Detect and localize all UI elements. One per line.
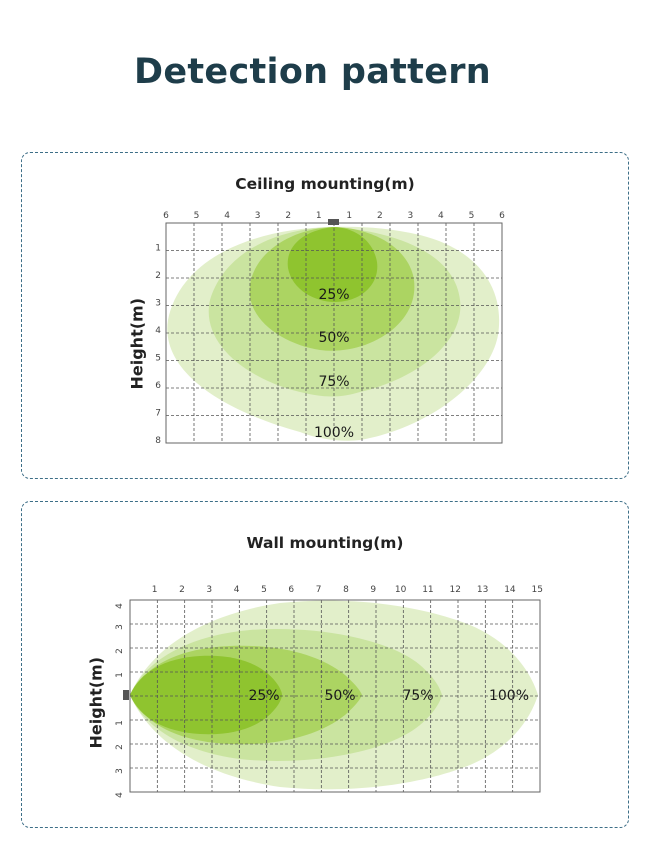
wall-sensor-icon bbox=[123, 690, 129, 700]
wall-grid bbox=[130, 600, 540, 792]
wall-x-tick-label: 13 bbox=[477, 585, 488, 595]
ceiling-zone-25 bbox=[287, 227, 378, 302]
ceiling-zone-label-25: 25% bbox=[318, 287, 349, 303]
ceiling-y-tick-label: 1 bbox=[155, 244, 161, 254]
wall-x-tick-label: 15 bbox=[532, 585, 543, 595]
ceiling-sensor-icon bbox=[328, 219, 339, 225]
wall-zone-label-25: 25% bbox=[248, 688, 279, 704]
wall-x-tick-label: 12 bbox=[450, 585, 461, 595]
ceiling-x-tick-label: 2 bbox=[285, 211, 291, 221]
ceiling-y-tick-label: 4 bbox=[155, 326, 161, 336]
wall-plot-frame bbox=[129, 599, 541, 793]
ceiling-y-tick-label: 7 bbox=[155, 409, 161, 419]
wall-y-tick-label: 4 bbox=[115, 792, 125, 798]
wall-x-tick-label: 11 bbox=[422, 585, 433, 595]
ceiling-x-tick-label: 6 bbox=[163, 211, 169, 221]
wall-zone-label-75: 75% bbox=[402, 688, 433, 704]
ceiling-x-ticks: 6 5 4 3 2 1 1 2 3 4 5 6 bbox=[163, 211, 505, 221]
ceiling-x-tick-label: 3 bbox=[407, 211, 413, 221]
ceiling-y-tick-label: 5 bbox=[155, 354, 161, 364]
wall-y-tick-label: 4 bbox=[115, 603, 125, 609]
wall-x-ticks: 1 2 3 4 5 6 7 8 9 10 11 12 13 14 15 bbox=[152, 585, 543, 595]
ceiling-x-tick-label: 4 bbox=[224, 211, 230, 221]
wall-x-tick-label: 1 bbox=[152, 585, 158, 595]
wall-x-tick-label: 7 bbox=[316, 585, 322, 595]
wall-x-tick-label: 8 bbox=[343, 585, 349, 595]
wall-x-tick-label: 6 bbox=[288, 585, 294, 595]
ceiling-x-tick-label: 1 bbox=[346, 211, 352, 221]
ceiling-mounting-panel: Ceiling mounting(m) bbox=[21, 152, 629, 479]
ceiling-zone-label-75: 75% bbox=[318, 374, 349, 390]
ceiling-y-tick-label: 3 bbox=[155, 299, 161, 309]
wall-zone-label-50: 50% bbox=[324, 688, 355, 704]
wall-y-tick-label: 2 bbox=[115, 744, 125, 750]
wall-x-tick-label: 10 bbox=[395, 585, 407, 595]
ceiling-grid bbox=[166, 223, 502, 443]
ceiling-y-tick-label: 2 bbox=[155, 271, 161, 281]
ceiling-x-tick-label: 1 bbox=[316, 211, 322, 221]
wall-y-tick-label: 2 bbox=[115, 648, 125, 654]
wall-y-tick-label: 1 bbox=[115, 720, 125, 726]
wall-panel-title: Wall mounting(m) bbox=[246, 534, 404, 552]
wall-y-ticks: 4 3 2 1 1 2 3 4 bbox=[115, 603, 125, 798]
wall-x-tick-label: 2 bbox=[179, 585, 185, 595]
ceiling-zone-label-50: 50% bbox=[318, 330, 349, 346]
wall-x-tick-label: 4 bbox=[234, 585, 240, 595]
wall-y-tick-label: 3 bbox=[115, 768, 125, 774]
page-title: Detection pattern bbox=[133, 52, 492, 92]
ceiling-x-tick-label: 2 bbox=[377, 211, 383, 221]
ceiling-x-tick-label: 3 bbox=[255, 211, 261, 221]
ceiling-zone-label-100: 100% bbox=[314, 425, 354, 441]
wall-zone-25 bbox=[130, 655, 282, 735]
wall-x-tick-label: 5 bbox=[261, 585, 267, 595]
ceiling-y-ticks: 1 2 3 4 5 6 7 8 bbox=[155, 244, 161, 447]
ceiling-x-tick-label: 4 bbox=[438, 211, 444, 221]
wall-x-tick-label: 3 bbox=[206, 585, 212, 595]
ceiling-x-tick-label: 5 bbox=[469, 211, 475, 221]
wall-y-tick-label: 3 bbox=[115, 624, 125, 630]
ceiling-y-tick-label: 8 bbox=[155, 436, 161, 446]
wall-mounting-panel: Wall mounting(m) bbox=[21, 501, 629, 828]
ceiling-y-tick-label: 6 bbox=[155, 381, 161, 391]
ceiling-panel-title: Ceiling mounting(m) bbox=[235, 175, 415, 193]
wall-x-tick-label: 14 bbox=[504, 585, 516, 595]
wall-x-tick-label: 9 bbox=[370, 585, 376, 595]
wall-zone-label-100: 100% bbox=[489, 688, 529, 704]
ceiling-x-tick-label: 6 bbox=[499, 211, 505, 221]
ceiling-diagram: 6 5 4 3 2 1 1 2 3 4 5 6 1 2 3 4 5 6 7 8 25% 50% 75% 100% bbox=[155, 211, 505, 446]
wall-y-tick-label: 1 bbox=[115, 672, 125, 678]
ceiling-x-tick-label: 5 bbox=[194, 211, 200, 221]
